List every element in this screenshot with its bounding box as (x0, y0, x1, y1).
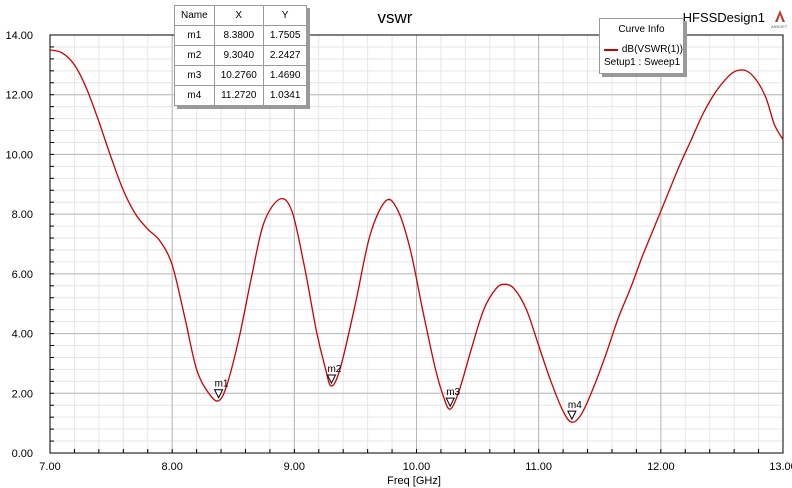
marker-label: m3 (446, 387, 460, 398)
design-name: HFSSDesign1 (683, 10, 765, 25)
y-tick-label: 14.00 (5, 30, 33, 42)
marker-x: 8.3800 (213, 25, 264, 46)
marker-x: 10.2760 (213, 65, 264, 86)
marker-y: 1.4690 (262, 65, 308, 86)
legend-label: dB(VSWR(1)) (621, 44, 683, 55)
marker-name: m3 (174, 65, 215, 86)
ansoft-logo-icon (775, 10, 785, 22)
marker-y: 1.7505 (262, 25, 308, 46)
curve-info-legend: Curve Info dB(VSWR(1)) Setup1 : Sweep1 (599, 18, 684, 74)
marker-x: 11.2720 (213, 85, 264, 106)
curve-info-title: Curve Info (618, 24, 665, 35)
marker-table: Name X Y m1 8.3800 1.7505 m2 9.3040 2.24… (174, 5, 308, 106)
marker-label: m4 (568, 400, 582, 411)
marker-m1-icon (213, 389, 224, 399)
legend-swatch (604, 48, 618, 51)
table-row: m1 8.3800 1.7505 (174, 25, 308, 46)
series-line-vswr (49, 49, 784, 423)
y-tick-label: 0.00 (12, 448, 33, 460)
marker-table-header: Name X Y (174, 5, 308, 26)
marker-name: m4 (174, 85, 215, 106)
marker-m3-icon (445, 397, 456, 408)
x-tick-label: 10.00 (403, 461, 431, 473)
x-tick-label: 8.00 (161, 461, 182, 473)
header-x: X (213, 5, 264, 26)
legend-entry: dB(VSWR(1)) (600, 44, 683, 55)
x-tick-label: 11.00 (525, 461, 552, 473)
y-tick-label: 2.00 (12, 388, 33, 400)
markers: m1 m2 m3 m4 (213, 364, 582, 421)
marker-label: m2 (327, 364, 341, 375)
y-tick-label: 4.00 (12, 329, 33, 341)
x-tick-label: 13.00 (769, 461, 792, 473)
marker-m2-icon (326, 374, 337, 385)
marker-m4-icon (567, 410, 577, 421)
header-name: Name (174, 5, 215, 26)
marker-y: 1.0341 (262, 85, 308, 106)
chart-title: vswr (378, 8, 413, 27)
marker-name: m1 (174, 25, 215, 46)
header-y: Y (262, 5, 308, 26)
x-axis-label: Freq [GHz] (387, 475, 441, 487)
marker-y: 2.2427 (262, 45, 308, 66)
major-grid (49, 34, 784, 454)
y-axis: 0.00 2.00 4.00 6.00 8.00 10.00 12.00 14.00 (5, 30, 54, 460)
y-tick-label: 8.00 (12, 209, 33, 221)
x-tick-label: 7.00 (39, 461, 60, 473)
marker-name: m2 (174, 45, 215, 66)
x-tick-label: 9.00 (284, 461, 305, 473)
table-row: m3 10.2760 1.4690 (174, 65, 308, 86)
y-tick-label: 12.00 (5, 90, 33, 102)
marker-x: 9.3040 (213, 45, 264, 66)
x-axis: 7.00 8.00 9.00 10.00 11.00 12.00 13.00 (39, 449, 792, 473)
y-tick-label: 10.00 (5, 149, 33, 161)
table-row: m2 9.3040 2.2427 (174, 45, 308, 66)
x-tick-label: 12.00 (647, 461, 675, 473)
legend-setup: Setup1 : Sweep1 (604, 57, 681, 68)
marker-label: m1 (215, 379, 229, 390)
y-tick-label: 6.00 (12, 269, 33, 281)
logo-text: ANSOFT (771, 24, 788, 29)
table-row: m4 11.2720 1.0341 (174, 85, 308, 106)
